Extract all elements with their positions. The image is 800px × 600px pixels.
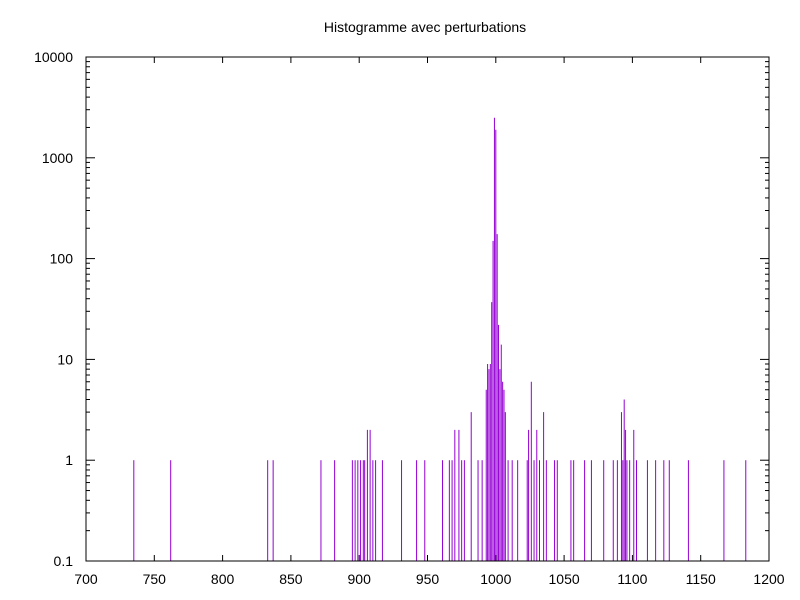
y-tick-label: 100	[50, 251, 74, 267]
x-tick-label: 950	[416, 571, 440, 587]
x-tick-label: 1100	[617, 571, 647, 587]
y-tick-label: 1000	[42, 150, 73, 166]
axes	[85, 56, 770, 562]
x-tick-label: 1150	[686, 571, 716, 587]
x-tick-label: 900	[348, 571, 372, 587]
y-tick-label: 0.1	[54, 553, 74, 569]
x-tick-label: 800	[211, 571, 235, 587]
y-axis-ticks: 0.1 1 10 100 1000 10000	[34, 49, 769, 569]
y-tick-label: 1	[65, 452, 73, 468]
x-tick-label: 850	[279, 571, 303, 587]
x-tick-label: 750	[143, 571, 167, 587]
x-axis-ticks: 700 750 800 850 900 950 1000 1050 1100 1150 1200	[74, 57, 785, 587]
y-tick-label: 10000	[34, 49, 73, 65]
x-tick-label: 1050	[549, 571, 580, 587]
histogram-bars	[133, 117, 747, 561]
x-tick-label: 1000	[480, 571, 511, 587]
x-tick-label: 1200	[753, 571, 784, 587]
x-tick-label: 700	[74, 571, 98, 587]
plot-frame	[85, 56, 770, 562]
chart-title: Histogramme avec perturbations	[324, 19, 526, 35]
y-tick-label: 10	[57, 351, 73, 367]
